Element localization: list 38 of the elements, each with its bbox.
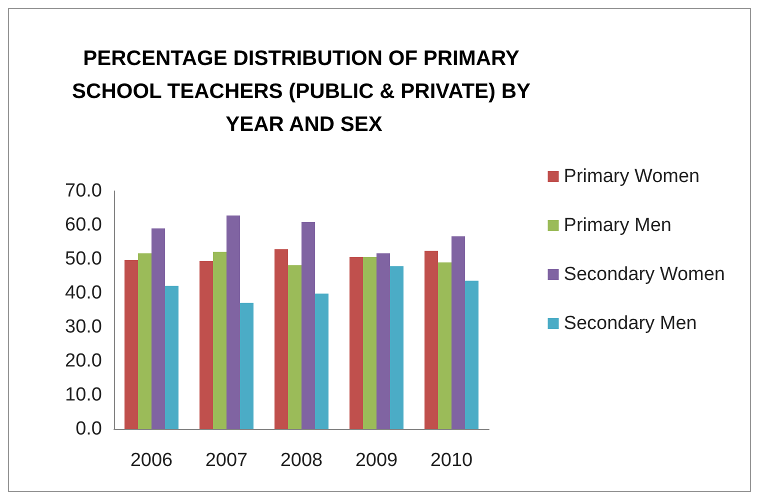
- x-tick-label: 2010: [430, 450, 473, 471]
- legend-label: Primary Women: [564, 166, 700, 187]
- bar: [376, 253, 390, 429]
- bar: [390, 266, 404, 429]
- bar: [226, 215, 240, 429]
- bar: [452, 236, 465, 429]
- y-tick-label: 60.0: [65, 214, 102, 236]
- x-tick-label: 2008: [280, 450, 323, 471]
- y-tick-label: 30.0: [65, 316, 102, 338]
- x-tick-label: 2006: [130, 450, 173, 471]
- bar: [315, 294, 328, 429]
- bar: [363, 256, 376, 429]
- legend-label: Primary Men: [564, 215, 672, 236]
- y-tick-label: 20.0: [65, 350, 102, 372]
- bar: [274, 249, 288, 429]
- bar: [424, 250, 438, 429]
- bar: [438, 262, 452, 429]
- bar: [288, 265, 302, 429]
- bar: [350, 256, 363, 429]
- bar: [302, 222, 315, 429]
- bar: [213, 252, 226, 429]
- y-tick-label: 0.0: [76, 418, 102, 440]
- x-tick-label: 2007: [205, 450, 248, 471]
- bar: [165, 286, 178, 429]
- y-tick-label: 40.0: [65, 282, 102, 304]
- y-tick-label: 70.0: [65, 180, 102, 202]
- legend-label: Secondary Men: [564, 313, 697, 334]
- y-tick-label: 50.0: [65, 248, 102, 270]
- y-tick-label: 10.0: [65, 384, 102, 406]
- bar: [200, 261, 213, 429]
- chart-title: PERCENTAGE DISTRIBUTION OF PRIMARY SCHOOL TEACHERS (PUBLIC & PRIVATE) BY YEAR AND SEX: [72, 47, 536, 136]
- x-tick-label: 2009: [355, 450, 398, 471]
- legend-label: Secondary Women: [564, 264, 726, 285]
- bar: [138, 253, 152, 429]
- bar: [465, 280, 478, 429]
- bar: [152, 228, 165, 429]
- bar: [124, 260, 138, 429]
- bar: [240, 302, 254, 429]
